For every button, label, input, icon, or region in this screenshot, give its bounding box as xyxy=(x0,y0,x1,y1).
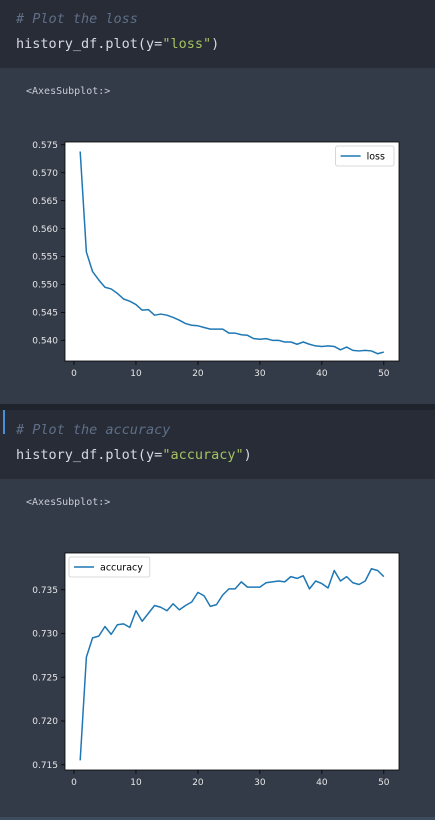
y-tick-label: 0.550 xyxy=(32,281,58,291)
scroll-edge xyxy=(0,817,435,820)
code-prefix: history_df.plot(y= xyxy=(16,36,163,52)
y-tick-label: 0.735 xyxy=(32,586,58,596)
code-cell-1[interactable]: # Plot the loss history_df.plot(y="loss"… xyxy=(0,0,435,68)
code-prefix: history_df.plot(y= xyxy=(16,447,163,463)
y-tick-label: 0.575 xyxy=(32,141,58,151)
code-cell-2[interactable]: # Plot the accuracy history_df.plot(y="a… xyxy=(0,410,435,479)
accuracy-chart: 0 10 20 30 40 50 0.715 0.720 0.725 0.730 0.735 accu… xyxy=(32,552,400,788)
code-suffix: ) xyxy=(211,36,220,52)
code-comment: # Plot the accuracy xyxy=(16,422,171,438)
code-string: "loss" xyxy=(162,36,212,52)
y-tick-label: 0.555 xyxy=(32,253,58,263)
legend-label: loss xyxy=(367,152,385,163)
series-line-loss xyxy=(79,151,385,355)
series-line-accuracy xyxy=(79,568,385,761)
x-tick-label: 20 xyxy=(192,369,204,379)
cell-divider xyxy=(0,404,435,410)
loss-chart: 0 10 20 30 40 50 0.540 0.545 0.550 0.555 0.560 0.56… xyxy=(32,141,400,379)
plot-area xyxy=(64,141,400,362)
x-tick-label: 0 xyxy=(71,369,77,379)
x-tick-label: 50 xyxy=(378,778,390,788)
y-tick-label: 0.720 xyxy=(32,717,58,727)
code-string: "accuracy" xyxy=(162,447,244,463)
x-tick-label: 40 xyxy=(316,369,328,379)
output-cell-2: <AxesSubplot:> 0 10 20 30 40 50 0.715 0.720 0.72… xyxy=(0,479,435,817)
x-tick-label: 10 xyxy=(130,369,142,379)
x-tick-label: 20 xyxy=(192,778,204,788)
y-tick-label: 0.730 xyxy=(32,630,58,640)
code-statement: history_df.plot(y="loss") xyxy=(16,36,219,52)
output-text: <AxesSubplot:> xyxy=(26,497,111,508)
legend-box xyxy=(335,145,395,167)
x-tick-label: 30 xyxy=(254,778,266,788)
output-cell-1: <AxesSubplot:> 0 10 20 30 40 50 0.540 0.545 0.55… xyxy=(0,68,435,404)
y-tick-label: 0.540 xyxy=(32,337,58,347)
y-tick-label: 0.725 xyxy=(32,673,58,683)
x-tick-label: 0 xyxy=(71,778,77,788)
y-tick-label: 0.560 xyxy=(32,225,58,235)
x-tick-label: 30 xyxy=(254,369,266,379)
y-tick-label: 0.565 xyxy=(32,197,58,207)
cell-selection-indicator xyxy=(3,410,5,434)
legend-box xyxy=(68,556,151,578)
y-tick-label: 0.545 xyxy=(32,309,58,319)
output-text: <AxesSubplot:> xyxy=(26,86,111,97)
y-tick-label: 0.715 xyxy=(32,761,58,771)
code-suffix: ) xyxy=(243,447,252,463)
legend: loss xyxy=(335,145,395,167)
x-tick-label: 40 xyxy=(316,778,328,788)
x-tick-label: 10 xyxy=(130,778,142,788)
legend: accuracy xyxy=(68,556,151,578)
x-tick-label: 50 xyxy=(378,369,390,379)
code-comment: # Plot the loss xyxy=(16,11,138,27)
plot-area xyxy=(64,552,400,771)
code-statement: history_df.plot(y="accuracy") xyxy=(16,447,252,463)
y-tick-label: 0.570 xyxy=(32,169,58,179)
legend-label: accuracy xyxy=(100,563,143,574)
